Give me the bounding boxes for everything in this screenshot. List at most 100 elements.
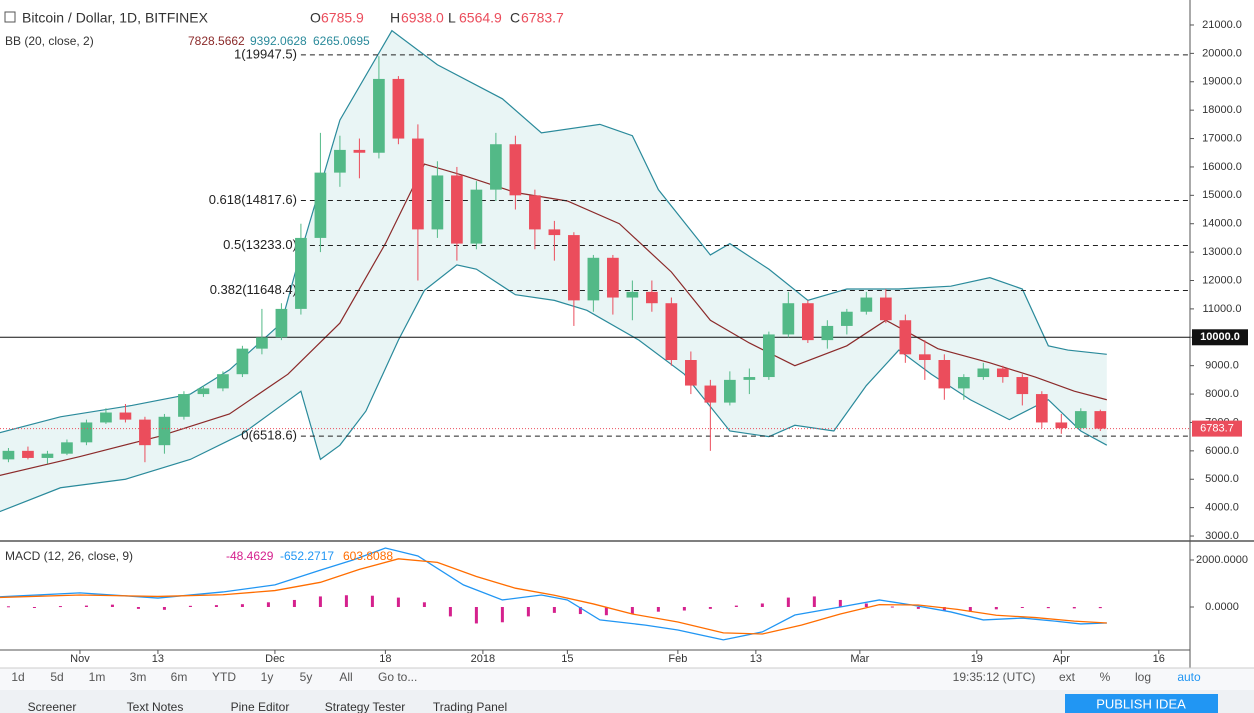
range-button[interactable]: 1d: [11, 670, 24, 684]
candle-body: [548, 229, 561, 236]
range-button[interactable]: 1y: [261, 670, 274, 684]
x-tick-label: 2018: [471, 653, 495, 665]
ohlc-value: 6783.7: [521, 10, 564, 26]
scale-option[interactable]: auto: [1177, 670, 1201, 684]
range-button[interactable]: All: [339, 670, 352, 684]
candle-body: [1016, 377, 1029, 395]
candle-body: [373, 78, 385, 153]
candle-body: [587, 257, 600, 301]
y-tick-label: 12000.0: [1202, 274, 1242, 286]
last-price-label: 6783.7: [1200, 423, 1234, 435]
range-button[interactable]: 6m: [171, 670, 188, 684]
candle-body: [957, 377, 970, 389]
candle-body: [509, 144, 522, 196]
candle-body: [899, 320, 912, 355]
histogram-bar: [682, 606, 686, 611]
range-button[interactable]: 1m: [89, 670, 106, 684]
x-tick-label: 16: [1153, 653, 1165, 665]
fib-label: 1(19947.5): [234, 46, 297, 61]
candle-body: [607, 257, 619, 298]
y-tick-label: 2000.0000: [1196, 554, 1248, 566]
scale-option[interactable]: %: [1100, 670, 1111, 684]
histogram-bar: [396, 597, 400, 607]
candle-body: [763, 334, 775, 378]
panel-tab[interactable]: Text Notes: [127, 700, 184, 713]
band-fill: [0, 30, 1107, 512]
histogram-bar: [474, 606, 478, 624]
y-tick-label: 18000.0: [1202, 104, 1242, 116]
indicator-reading: 603.8088: [343, 549, 393, 563]
line-label-bg: [1192, 329, 1248, 346]
range-button[interactable]: YTD: [212, 670, 236, 684]
candle-body: [977, 368, 990, 378]
histogram-bar: [734, 605, 738, 607]
candle-body: [431, 175, 444, 230]
histogram-bar: [162, 606, 166, 610]
candle-body: [529, 195, 541, 230]
histogram-bar: [136, 606, 140, 609]
histogram-bar: [240, 604, 244, 607]
histogram-bar: [1098, 606, 1102, 609]
candle-body: [158, 416, 171, 446]
candle-body: [665, 303, 678, 360]
histogram-bar: [604, 606, 608, 616]
publish-label[interactable]: PUBLISH IDEA: [1096, 696, 1186, 711]
macd-line: [0, 547, 1107, 641]
range-button[interactable]: 5y: [300, 670, 313, 684]
candle-body: [685, 360, 697, 386]
goto-button[interactable]: Go to...: [378, 670, 417, 684]
histogram-bar: [656, 606, 660, 612]
panel-tab[interactable]: Pine Editor: [231, 700, 290, 713]
range-button[interactable]: 5d: [50, 670, 63, 684]
y-tick-label: 13000.0: [1202, 246, 1242, 258]
panel-tab[interactable]: Strategy Tester: [325, 700, 405, 713]
fib-label: 0.618(14817.6): [209, 192, 297, 207]
candle-body: [100, 412, 112, 423]
histogram-bar: [1046, 606, 1050, 609]
histogram-bar: [968, 606, 972, 612]
candle-body: [334, 149, 346, 173]
candle-body: [646, 291, 658, 304]
y-tick-label: 3000.0: [1205, 530, 1239, 542]
candle-body: [938, 360, 951, 389]
candle-body: [451, 175, 463, 244]
y-tick-label: 20000.0: [1202, 47, 1242, 59]
panel-tab[interactable]: Trading Panel: [433, 700, 507, 713]
histogram-bar: [318, 596, 322, 607]
histogram-bar: [552, 606, 556, 613]
histogram-bar: [214, 605, 218, 607]
candle-body: [22, 450, 34, 458]
y-tick-label: 15000.0: [1202, 189, 1242, 201]
range-button[interactable]: 3m: [130, 670, 147, 684]
ohlc-name: H: [390, 10, 400, 26]
x-tick-label: 19: [971, 653, 983, 665]
x-tick-label: Apr: [1053, 653, 1070, 665]
y-tick-label: 11000.0: [1203, 303, 1242, 315]
candle-body: [996, 368, 1009, 378]
y-tick-label: 6000.0: [1205, 445, 1239, 457]
ohlc-name: C: [510, 10, 520, 26]
tabs-bg: [0, 690, 1254, 713]
indicator-reading: 9392.0628: [250, 34, 307, 48]
panel-tab[interactable]: Screener: [28, 700, 77, 713]
candle-body: [470, 189, 483, 244]
candle-body: [353, 149, 366, 153]
collapse-icon[interactable]: [4, 11, 16, 23]
candle-body: [490, 144, 502, 190]
x-tick-label: 13: [152, 653, 164, 665]
indicator-title: MACD (12, 26, close, 9): [5, 549, 133, 563]
scale-option[interactable]: ext: [1059, 670, 1076, 684]
candle-body: [568, 235, 580, 301]
publish-button[interactable]: [1065, 694, 1218, 713]
bollinger-line: [0, 163, 1107, 476]
histogram-bar: [838, 599, 842, 607]
x-tick-label: 18: [379, 653, 391, 665]
y-tick-label: 9000.0: [1205, 360, 1239, 372]
y-tick-label: 19000.0: [1202, 76, 1242, 88]
y-tick-label: 21000.0: [1202, 19, 1242, 31]
scale-option[interactable]: log: [1135, 670, 1151, 684]
candle-body: [743, 377, 756, 380]
x-tick-label: 15: [561, 653, 573, 665]
candle-body: [1055, 422, 1068, 429]
indicator-reading: -652.2717: [280, 549, 334, 563]
